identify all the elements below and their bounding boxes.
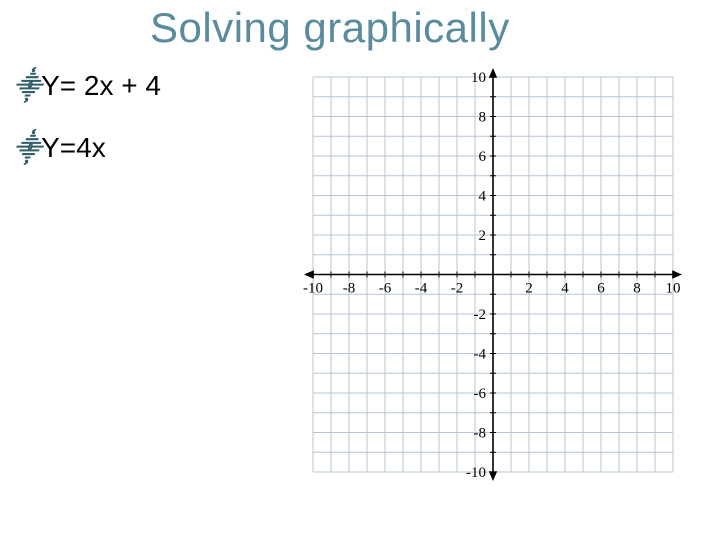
svg-text:-4: -4: [415, 281, 428, 297]
svg-text:2: 2: [525, 281, 533, 297]
svg-text:6: 6: [479, 149, 487, 165]
svg-text:10: 10: [471, 70, 486, 86]
swirl-icon: ⸎: [14, 129, 41, 165]
svg-text:8: 8: [633, 281, 641, 297]
svg-text:-6: -6: [379, 281, 392, 297]
bullet-item-2: ⸎ Y=4x: [14, 130, 106, 166]
svg-text:4: 4: [479, 189, 487, 205]
svg-text:-10: -10: [466, 465, 486, 481]
svg-text:-4: -4: [474, 347, 487, 363]
coordinate-grid-chart: -10 -8 -6 -4 -2 2 4 6 8 10 -10 -8 -6 -4 -2 2 4 6 8 10: [268, 57, 698, 497]
bullet-item-1: ⸎ Y= 2x + 4: [14, 68, 161, 104]
bullet-label: Y= 2x + 4: [41, 70, 161, 102]
svg-text:-2: -2: [474, 307, 487, 323]
svg-text:-10: -10: [303, 281, 323, 297]
bullet-label: Y=4x: [41, 132, 106, 164]
svg-text:4: 4: [561, 281, 569, 297]
page-title: Solving graphically: [150, 4, 510, 52]
svg-text:-6: -6: [474, 386, 487, 402]
svg-text:6: 6: [597, 281, 605, 297]
svg-text:-2: -2: [451, 281, 464, 297]
svg-text:10: 10: [666, 281, 681, 297]
svg-text:2: 2: [479, 228, 487, 244]
svg-text:8: 8: [479, 110, 487, 126]
svg-text:-8: -8: [474, 426, 487, 442]
swirl-icon: ⸎: [14, 67, 41, 103]
svg-text:-8: -8: [343, 281, 356, 297]
